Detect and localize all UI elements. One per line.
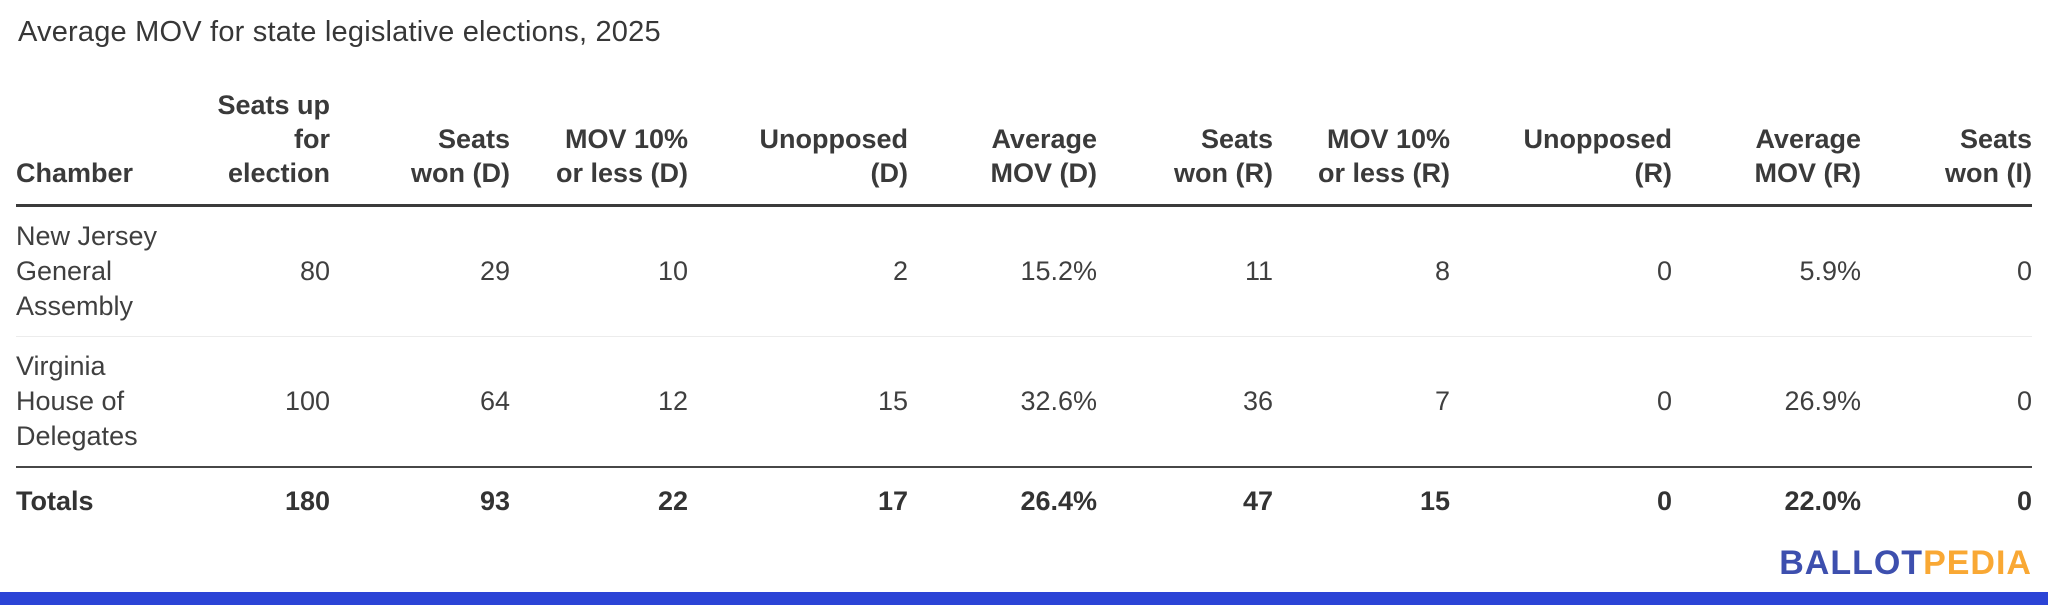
- cell-chamber: Virginia House of Delegates: [16, 351, 138, 451]
- cell-avg-mov-d-total: 26.4%: [1020, 486, 1097, 516]
- mov-table: Chamber Seats up for election Seats won …: [16, 88, 2032, 535]
- column-header-unopposed-r: Unopposed (R): [1523, 124, 1673, 188]
- cell-seats-won-i-total: 0: [2016, 486, 2032, 516]
- cell-seats-won-r-total: 47: [1242, 486, 1273, 516]
- cell-seats-won-d: 29: [479, 256, 510, 286]
- cell-seats-won-i: 0: [2016, 256, 2032, 286]
- column-header-mov10-d: MOV 10% or less (D): [555, 124, 688, 188]
- cell-avg-mov-r-total: 22.0%: [1784, 486, 1861, 516]
- cell-mov10-d: 12: [657, 386, 688, 416]
- column-header-unopposed-d: Unopposed (D): [759, 124, 909, 188]
- column-header-seats-up: Seats up for election: [217, 90, 330, 188]
- page-title: Average MOV for state legislative electi…: [18, 16, 661, 48]
- totals-row: Totals 180 93 22 17 26.4% 47 15 0 22.0% …: [16, 467, 2032, 535]
- cell-unopposed-d: 15: [877, 386, 908, 416]
- cell-totals-label: Totals: [16, 486, 94, 516]
- cell-seats-won-d: 64: [479, 386, 510, 416]
- ballotpedia-logo-orange-text: PEDIA: [1923, 544, 2032, 582]
- column-header-avg-mov-r: Average MOV (R): [1754, 124, 1861, 188]
- cell-seats-won-i: 0: [2016, 386, 2032, 416]
- footer-accent-bar: [0, 592, 2048, 605]
- cell-unopposed-r: 0: [1656, 256, 1672, 286]
- cell-unopposed-d: 2: [892, 256, 908, 286]
- cell-seats-won-d-total: 93: [479, 486, 510, 516]
- cell-avg-mov-d: 32.6%: [1020, 386, 1097, 416]
- ballotpedia-logo: BALLOTPEDIA: [1779, 544, 2032, 583]
- cell-mov10-r: 8: [1434, 256, 1450, 286]
- cell-unopposed-d-total: 17: [877, 486, 908, 516]
- cell-avg-mov-r: 5.9%: [1799, 256, 1861, 286]
- cell-mov10-d-total: 22: [657, 486, 688, 516]
- cell-avg-mov-d: 15.2%: [1020, 256, 1097, 286]
- header-row: Chamber Seats up for election Seats won …: [16, 88, 2032, 206]
- table-row-virginia: Virginia House of Delegates 100 64 12 15…: [16, 337, 2032, 467]
- cell-unopposed-r: 0: [1656, 386, 1672, 416]
- cell-mov10-r-total: 15: [1419, 486, 1450, 516]
- cell-unopposed-r-total: 0: [1656, 486, 1672, 516]
- cell-mov10-d: 10: [657, 256, 688, 286]
- cell-seats-up: 100: [284, 386, 330, 416]
- cell-seats-up-total: 180: [284, 486, 330, 516]
- cell-seats-up: 80: [299, 256, 330, 286]
- cell-chamber: New Jersey General Assembly: [16, 221, 158, 321]
- cell-mov10-r: 7: [1434, 386, 1450, 416]
- column-header-mov10-r: MOV 10% or less (R): [1317, 124, 1450, 188]
- column-header-seats-won-i: Seats won (I): [1945, 124, 2032, 188]
- column-header-seats-won-d: Seats won (D): [411, 124, 510, 188]
- column-header-chamber: Chamber: [16, 158, 134, 188]
- cell-seats-won-r: 36: [1242, 386, 1273, 416]
- column-header-avg-mov-d: Average MOV (D): [990, 124, 1097, 188]
- cell-seats-won-r: 11: [1244, 256, 1273, 286]
- column-header-seats-won-r: Seats won (R): [1174, 124, 1273, 188]
- table-row-new-jersey: New Jersey General Assembly 80 29 10 2 1…: [16, 206, 2032, 337]
- cell-avg-mov-r: 26.9%: [1784, 386, 1861, 416]
- ballotpedia-logo-blue-text: BALLOT: [1779, 544, 1924, 582]
